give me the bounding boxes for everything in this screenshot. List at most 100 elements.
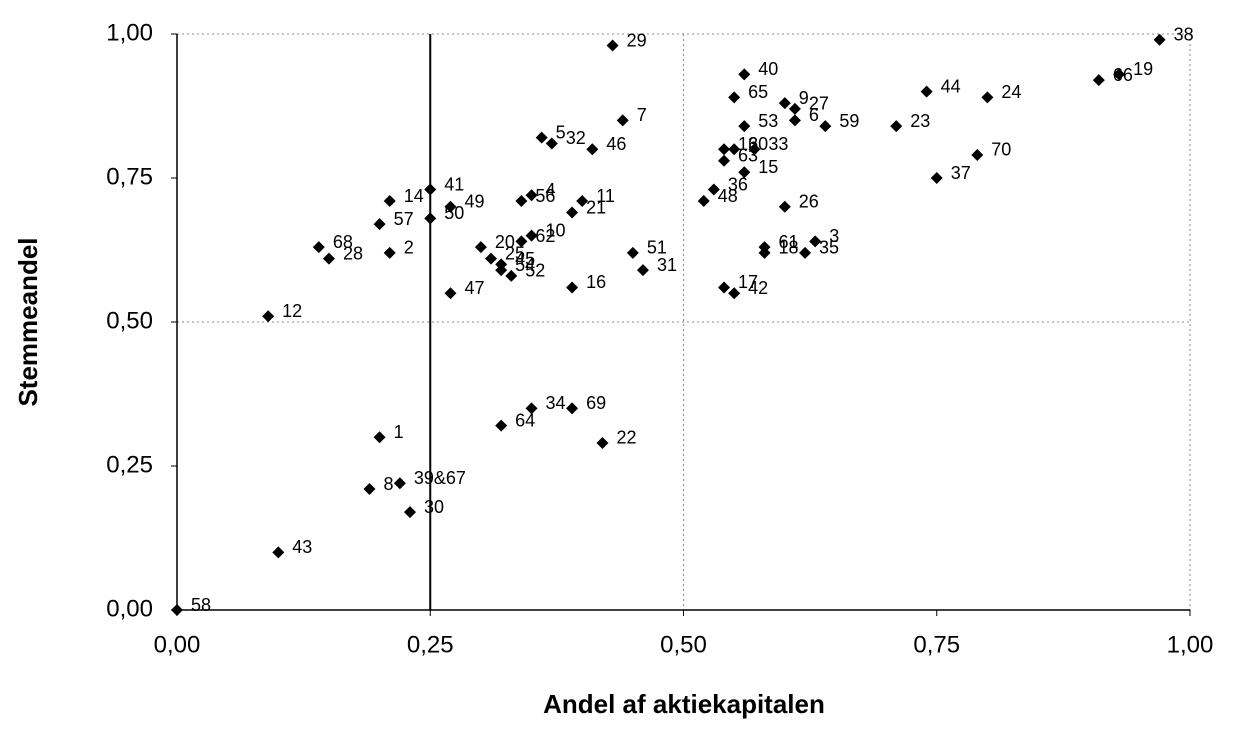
point-label: 51 [647,238,667,258]
point-label: 69 [586,393,606,413]
point [971,148,984,161]
x-tick-label: 0,25 [407,631,454,658]
point [697,195,710,208]
point-label: 36 [728,174,748,194]
point [738,68,751,81]
point-label: 26 [799,192,819,212]
point-label: 59 [839,111,859,131]
point [1113,68,1126,81]
point-label: 56 [535,186,555,206]
point [312,241,325,254]
point [485,252,498,265]
point-label: 58 [191,595,211,615]
point [788,114,801,127]
point [799,246,812,259]
point-label: 54 [515,255,535,275]
point-label: 5 [556,122,566,142]
point-label: 57 [394,209,414,229]
point-label: 27 [809,94,829,114]
point-label: 18 [779,238,799,258]
point-label: 24 [1001,82,1021,102]
point [515,235,528,248]
point-label: 41 [444,174,464,194]
y-axis-label: Stemmeandel [13,237,43,406]
point-label: 65 [748,82,768,102]
point-label: 64 [515,410,535,430]
point [424,183,437,196]
point [596,436,609,449]
point-label: 14 [404,186,424,206]
y-tick-label: 0,00 [106,595,153,622]
point [444,200,457,213]
point-label: 61 [779,232,799,252]
point-label: 38 [1174,25,1194,45]
point [403,506,416,519]
point-label: 4 [546,180,556,200]
point [728,91,741,104]
point [920,85,933,98]
point-label: 42 [748,278,768,298]
point-label: 6 [809,105,819,125]
point-label: 66 [1113,65,1133,85]
point [495,264,508,277]
point-label: 21 [586,197,606,217]
point [758,246,771,259]
point-label: 37 [951,163,971,183]
point-label: 48 [718,186,738,206]
point [576,195,589,208]
point-label: 28 [343,243,363,263]
point-label: 53 [758,111,778,131]
point-label: 52 [525,261,545,281]
point [363,483,376,496]
point [728,143,741,156]
point [981,91,994,104]
point [525,229,538,242]
point-label: 23 [910,111,930,131]
point [718,154,731,167]
x-tick-label: 0,50 [660,631,707,658]
point [383,246,396,259]
point-label: 22 [616,428,636,448]
point-label: 30 [424,497,444,517]
point-label: 39&67 [414,468,466,488]
point [707,183,720,196]
point-label: 7 [637,105,647,125]
point-label: 2 [404,238,414,258]
point [393,477,406,490]
x-tick-label: 0,75 [913,631,960,658]
point-label: 34 [546,393,566,413]
point-label: 9 [799,88,809,108]
point-label: 12 [282,301,302,321]
point [626,246,639,259]
point-label: 1 [394,422,404,442]
point [444,287,457,300]
x-axis-label: Andel af aktiekapitalen [543,689,825,719]
point [606,39,619,52]
x-tick-label: 0,00 [154,631,201,658]
y-tick-label: 0,25 [106,451,153,478]
point-label: 16 [586,272,606,292]
y-tick-label: 0,50 [106,307,153,334]
point [930,172,943,184]
point-label: 25 [505,243,525,263]
point-label: 19 [1133,59,1153,79]
point-label: 33 [768,134,788,154]
point-label: 3 [829,226,839,246]
point [535,131,548,144]
point [788,102,801,115]
point-label: 44 [941,76,961,96]
point [890,120,903,133]
point [586,143,599,156]
point [373,431,386,444]
point [778,97,791,110]
point-label: 63 [738,145,758,165]
point [566,281,579,294]
point [566,206,579,219]
point [383,195,396,208]
point-label: 40 [758,59,778,79]
point-label: 35 [819,238,839,258]
point [738,166,751,179]
point [1153,33,1166,46]
point-label: 31 [657,255,677,275]
